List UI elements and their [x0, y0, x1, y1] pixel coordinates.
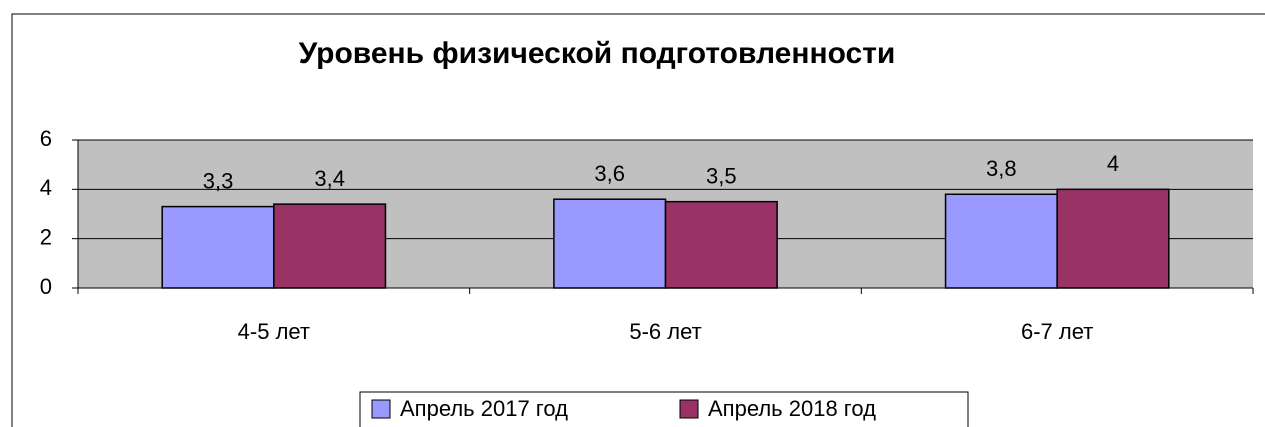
data-label: 3,3: [203, 168, 234, 193]
bar: [1056, 188, 1170, 289]
legend-box: [359, 391, 969, 427]
legend-swatch: [371, 399, 391, 419]
data-label: 4: [1107, 151, 1119, 176]
bar: [664, 200, 778, 289]
chart-title: Уровень физической подготовленности: [299, 37, 896, 70]
y-tick-label: 4: [40, 175, 52, 200]
bar: [161, 205, 275, 289]
y-tick-label: 2: [40, 224, 52, 249]
bar: [273, 203, 387, 289]
legend-label: Апрель 2018 год: [708, 396, 876, 421]
x-tick-label: 4-5 лет: [238, 319, 310, 344]
data-label: 3,5: [706, 163, 737, 188]
x-tick-label: 6-7 лет: [1021, 319, 1093, 344]
y-tick-label: 0: [40, 274, 52, 299]
bar: [944, 193, 1058, 289]
x-tick-label: 5-6 лет: [629, 319, 701, 344]
data-label: 3,8: [986, 156, 1017, 181]
legend-label: Апрель 2017 год: [400, 396, 568, 421]
y-tick-label: 6: [40, 126, 52, 151]
data-label: 3,4: [314, 166, 345, 191]
data-label: 3,6: [594, 161, 625, 186]
chart-frame: [11, 13, 1265, 427]
legend-swatch: [679, 399, 699, 419]
bar: [553, 198, 667, 289]
